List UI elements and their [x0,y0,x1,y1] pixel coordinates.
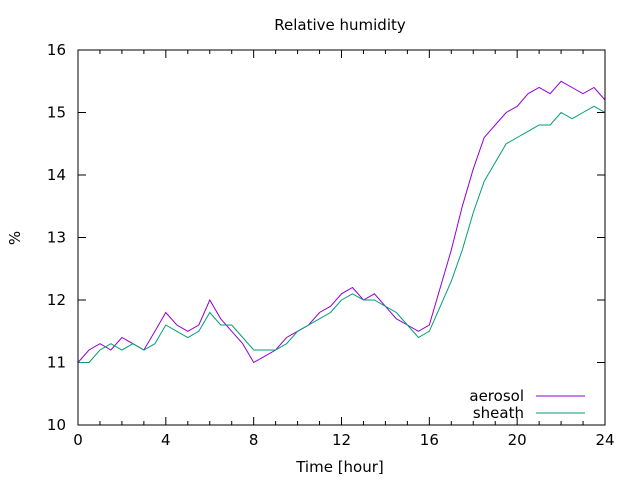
legend: aerosol sheath [469,387,585,422]
series-line-aerosol [77,80,606,364]
x-tick-label: 16 [420,431,439,449]
x-tick-label: 0 [73,431,83,449]
series-lines [77,80,606,364]
y-tick-label: 13 [47,229,66,247]
y-tick-label: 15 [47,104,66,122]
y-tick-label: 14 [47,166,66,184]
y-axis-title: % [6,231,24,245]
y-tick-label: 16 [47,41,66,59]
axis-ticks: 0 4 8 12 16 20 24 10 11 12 13 14 15 16 [47,41,615,449]
series-line-sheath [78,105,606,363]
plot-frame [77,49,606,426]
x-tick-label: 8 [249,431,259,449]
x-tick-label: 24 [595,431,614,449]
x-tick-label: 12 [332,431,351,449]
legend-label-sheath: sheath [473,404,524,422]
y-tick-label: 11 [47,354,66,372]
y-tick-label: 12 [47,291,66,309]
chart-title: Relative humidity [274,16,406,34]
legend-label-aerosol: aerosol [469,387,524,405]
x-axis-title: Time [hour] [295,458,384,476]
x-tick-label: 4 [161,431,171,449]
y-tick-label: 10 [47,416,66,434]
x-tick-label: 20 [508,431,527,449]
